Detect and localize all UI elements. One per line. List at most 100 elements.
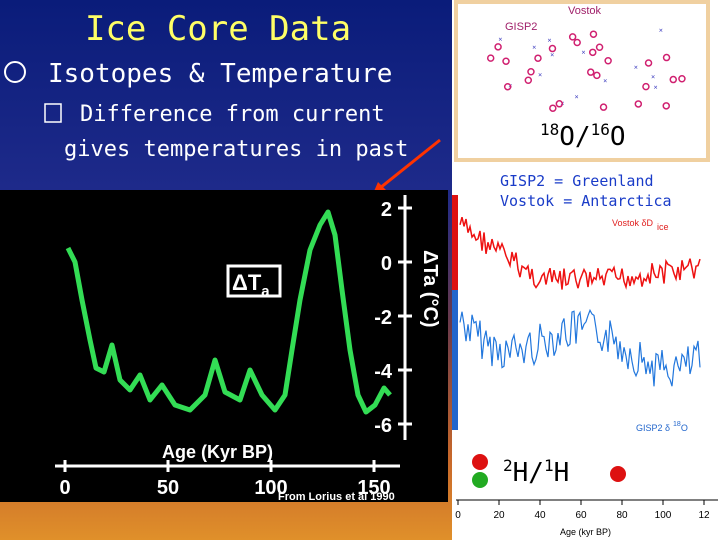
axis-bar <box>452 195 458 290</box>
sub-bullet-line: Difference from current <box>80 102 385 127</box>
dot <box>472 454 488 470</box>
x-tick-label: 0 <box>455 510 461 521</box>
scatter-point: × <box>659 26 663 34</box>
scatter-point <box>568 33 577 41</box>
y-tick-label: 2 <box>381 199 392 221</box>
scatter-point <box>494 43 502 51</box>
slide-title: Ice Core Data <box>85 9 351 49</box>
y-tick-label: 0 <box>381 253 392 275</box>
x-tick-label: 40 <box>534 510 546 521</box>
scatter-point <box>534 54 542 62</box>
scatter-point: × <box>498 35 502 43</box>
ratio-part: 16 <box>591 120 610 139</box>
legend-entry: GISP2 = Greenland <box>500 172 654 190</box>
scatter-point <box>555 100 564 108</box>
x-tick-label: 150 <box>357 477 390 499</box>
label-part: GISP2 δ <box>636 423 670 433</box>
left-chart-bg <box>0 190 448 502</box>
delta-label: ΔTa <box>232 270 270 300</box>
y-tick-label: -2 <box>374 307 392 329</box>
scatter-point <box>593 71 601 80</box>
scatter-point <box>588 48 597 57</box>
bullet-icon <box>4 61 26 83</box>
scatter-point: × <box>574 93 578 101</box>
scatter-point <box>662 53 671 62</box>
sub-bullet-line: gives temperatures in past <box>64 137 408 162</box>
ratio-part: O <box>559 122 575 152</box>
bullet-text: Isotopes & Temperature <box>48 59 392 89</box>
y-tick-label: -6 <box>374 415 392 437</box>
scatter-point: × <box>634 63 638 71</box>
gisp2-curve <box>459 308 701 387</box>
scatter-point <box>599 103 608 111</box>
scatter-point: × <box>603 77 607 85</box>
x-tick-label: 100 <box>655 510 672 521</box>
x-tick-label: 100 <box>254 477 287 499</box>
x-tick-label: 60 <box>575 510 587 521</box>
scatter-point <box>486 54 495 62</box>
credit: From Lorius et al 1990 <box>278 491 395 503</box>
label-part: Vostok δD <box>612 218 654 228</box>
ratio-part: H <box>554 458 570 488</box>
temperature-curve <box>65 209 392 415</box>
legend-entry: Vostok = Antarctica <box>500 192 672 210</box>
ratio-part: H <box>513 458 529 488</box>
ratio-part: 2 <box>503 456 513 475</box>
ratio-part: 1 <box>544 456 554 475</box>
label-part: O <box>681 423 688 433</box>
scatter-point: × <box>538 71 542 79</box>
arrow <box>374 138 441 194</box>
scatter-point <box>662 102 670 110</box>
scatter-point: × <box>547 37 551 45</box>
top-right-frame <box>454 0 710 162</box>
scatter-point <box>634 100 643 108</box>
vostok-series-label: Vostok δD ice <box>612 218 669 232</box>
y-tick-label: -4 <box>374 361 393 383</box>
vostok-curve <box>459 216 701 290</box>
delta-main: ΔT <box>232 270 262 295</box>
scatter-point <box>549 104 557 112</box>
gisp2-series-label: GISP2 δ 18O <box>636 421 688 433</box>
axis-bar <box>452 290 458 430</box>
y-axis-label: ΔTa (°C) <box>419 250 441 328</box>
label-part: 18 <box>673 421 681 428</box>
scatter-point <box>669 75 678 84</box>
scatter-point: × <box>550 51 554 59</box>
dot <box>472 472 488 488</box>
delta-sub: a <box>261 283 270 300</box>
scatter-point <box>524 76 533 84</box>
scatter-point <box>502 57 510 65</box>
gisp2-label: GISP2 <box>505 21 537 33</box>
scatter-point: × <box>581 49 585 57</box>
scatter-point: × <box>532 43 536 51</box>
scatter-point <box>678 74 686 83</box>
ratio-part: / <box>528 458 544 488</box>
scatter-point <box>548 44 557 53</box>
dot <box>610 466 626 482</box>
x-tick-label: 0 <box>59 477 70 499</box>
scatter-point: × <box>651 73 655 81</box>
x-tick-label: 80 <box>616 510 628 521</box>
ratio-part: 18 <box>540 120 559 139</box>
scatter-point: × <box>653 83 657 91</box>
x-tick-label: 20 <box>493 510 505 521</box>
x-tick-label: 12 <box>698 510 710 521</box>
label-part: ice <box>657 222 669 232</box>
vostok-label: Vostok <box>568 5 602 17</box>
x-tick-label: 50 <box>157 477 179 499</box>
ratio-label: 2H/1H <box>503 456 569 488</box>
scatter-point <box>644 59 653 67</box>
scatter-point <box>595 43 604 51</box>
scatter-point <box>642 82 650 91</box>
x-axis-label: Age (kyr BP) <box>560 527 611 537</box>
scatter-point <box>503 82 512 91</box>
scatter-point <box>604 56 612 65</box>
scatter-point <box>589 30 598 38</box>
delta-box <box>226 264 282 298</box>
scatter-point <box>527 68 535 76</box>
ratio-label: 18O/16O <box>540 120 626 152</box>
isotope-scatter: ×××××××××××××× <box>486 26 686 112</box>
ratio-part: O <box>610 122 626 152</box>
